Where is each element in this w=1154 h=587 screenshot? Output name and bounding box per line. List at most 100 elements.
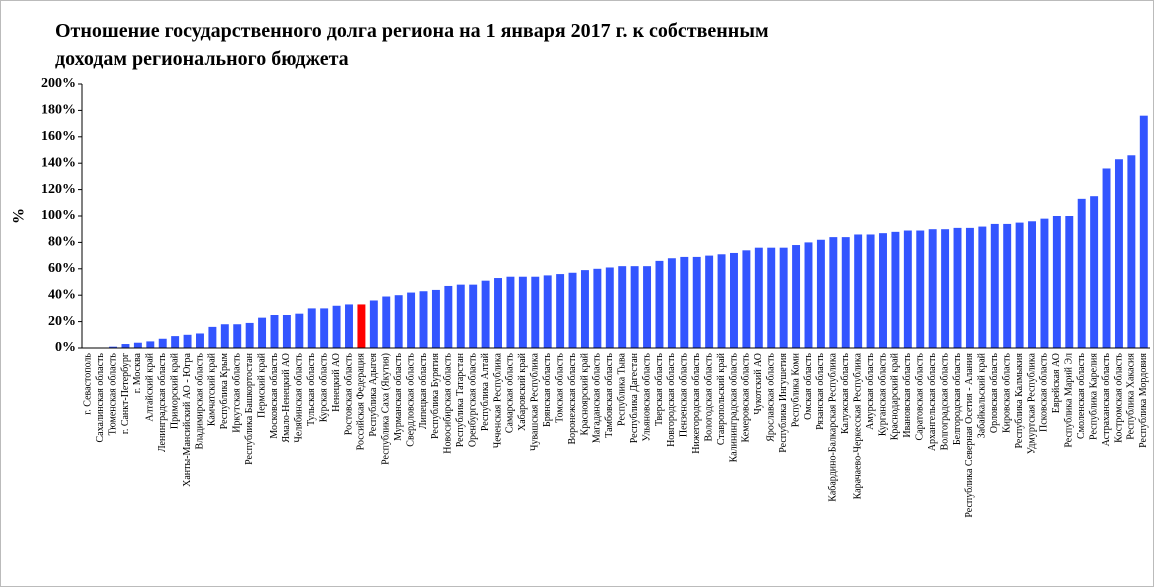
- x-tick-label: Российская Федерация: [356, 353, 367, 451]
- x-tick-label: Республика Бурятия: [430, 353, 441, 439]
- bar: [531, 276, 540, 348]
- bar: [1015, 222, 1024, 348]
- bar: [953, 227, 962, 348]
- x-tick-label: Липецкая область: [418, 353, 429, 430]
- bar: [692, 256, 701, 348]
- bar: [357, 304, 366, 348]
- bar: [928, 229, 937, 348]
- x-tick-label: Курганская область: [877, 353, 888, 437]
- x-tick-label: Волгоградская область: [939, 353, 950, 451]
- bar: [394, 295, 403, 348]
- x-tick-label: Орловская область: [989, 353, 1000, 434]
- x-tick-label: Ханты-Мансийский АО - Югра: [182, 352, 193, 486]
- x-tick-label: Республика Карелия: [1088, 353, 1099, 440]
- x-tick-label: Республика Калмыкия: [1014, 353, 1025, 449]
- x-tick-label: Самарская область: [505, 353, 516, 434]
- bar: [1090, 196, 1099, 348]
- bar: [320, 308, 329, 348]
- x-tick-label: Челябинская область: [294, 353, 305, 443]
- x-tick-label: Тамбовская область: [604, 353, 615, 438]
- x-tick-label: Ненецкий АО: [331, 353, 342, 412]
- x-tick-label: Тюменская область: [107, 353, 118, 436]
- bar: [742, 250, 751, 348]
- x-tick-label: Республика Тыва: [617, 352, 628, 426]
- x-tick-label: Магаданская область: [592, 353, 603, 444]
- bar: [879, 233, 887, 348]
- bar: [109, 346, 118, 348]
- bar: [643, 266, 652, 348]
- x-tick-label: Республика Крым: [219, 352, 230, 429]
- x-tick-label: Хабаровский край: [517, 352, 528, 431]
- x-tick-label: Республика Адыгея: [368, 353, 379, 437]
- x-tick-label: Республика Мордовия: [1138, 353, 1149, 448]
- x-tick-label: г. Санкт-Петербург: [120, 353, 131, 434]
- bar: [481, 280, 490, 348]
- bar: [456, 284, 465, 348]
- x-tick-label: Краснодарский край: [890, 352, 901, 440]
- x-tick-label: Псковская область: [1039, 353, 1050, 432]
- y-tick-label: 180%: [41, 103, 76, 118]
- bar: [1003, 223, 1012, 348]
- x-tick-label: Чукотский АО: [753, 353, 764, 415]
- chart-title: доходам регионального бюджета: [55, 48, 349, 70]
- y-tick-label: 60%: [48, 261, 76, 276]
- x-tick-label: Республика Татарстан: [455, 352, 466, 447]
- x-tick-label: Пермский край: [256, 352, 267, 418]
- y-tick-label: 40%: [48, 287, 76, 302]
- bar: [804, 242, 813, 348]
- y-tick-label: 120%: [41, 182, 76, 197]
- x-tick-label: Калужская область: [840, 353, 851, 434]
- x-tick-label: Тверская область: [654, 353, 665, 426]
- x-tick-label: Саратовская область: [915, 353, 926, 441]
- x-tick-label: Республика Саха (Якутия): [381, 353, 392, 465]
- x-tick-label: Мурманская область: [393, 353, 404, 441]
- x-tick-label: Новосибирская область: [443, 353, 454, 454]
- x-tick-label: Чувашская Республика: [530, 352, 541, 451]
- x-tick-label: Чеченская Республика: [492, 352, 503, 448]
- bar: [1052, 216, 1061, 348]
- x-tick-label: Омская область: [803, 353, 814, 420]
- bar: [829, 237, 838, 348]
- x-tick-label: Свердловская область: [405, 353, 416, 447]
- bar: [916, 230, 925, 348]
- bar: [941, 229, 950, 348]
- bar: [307, 308, 316, 348]
- x-tick-label: Ростовская область: [343, 353, 354, 436]
- x-tick-label: Новгородская область: [666, 353, 677, 447]
- x-tick-label: Ивановская область: [902, 353, 913, 438]
- x-tick-label: Пензенская область: [679, 353, 690, 438]
- bar: [965, 227, 974, 348]
- bar: [1065, 216, 1074, 348]
- x-tick-label: Ярославская область: [766, 353, 777, 442]
- y-tick-label: 20%: [48, 314, 76, 329]
- bar: [1077, 198, 1086, 348]
- bar: [183, 334, 192, 348]
- bar: [121, 344, 130, 348]
- y-tick-label: 200%: [41, 76, 76, 91]
- x-tick-label: Кабардино-Балкарская Республика: [828, 352, 839, 501]
- bar: [891, 231, 900, 348]
- x-tick-label: Брянская область: [542, 353, 553, 427]
- bar: [158, 338, 167, 348]
- bar: [630, 266, 639, 348]
- bar: [568, 272, 577, 348]
- y-tick-label: 100%: [41, 208, 76, 223]
- bar: [705, 255, 714, 348]
- x-tick-label: Республика Хакасия: [1126, 353, 1137, 440]
- bar: [841, 237, 850, 348]
- bar: [854, 234, 863, 348]
- x-tick-label: Карачаево-Черкесская Республика: [852, 352, 863, 499]
- x-tick-label: Иркутская область: [232, 353, 243, 433]
- bar: [369, 300, 378, 348]
- bar: [258, 317, 267, 348]
- bar: [382, 296, 391, 348]
- x-tick-label: Республика Алтай: [480, 352, 491, 431]
- x-tick-label: Камчатский край: [207, 352, 218, 426]
- x-tick-label: Нижегородская область: [691, 353, 702, 454]
- bar: [779, 247, 788, 348]
- bar: [270, 315, 279, 348]
- x-tick-label: Тульская область: [306, 353, 317, 426]
- bar: [903, 230, 912, 348]
